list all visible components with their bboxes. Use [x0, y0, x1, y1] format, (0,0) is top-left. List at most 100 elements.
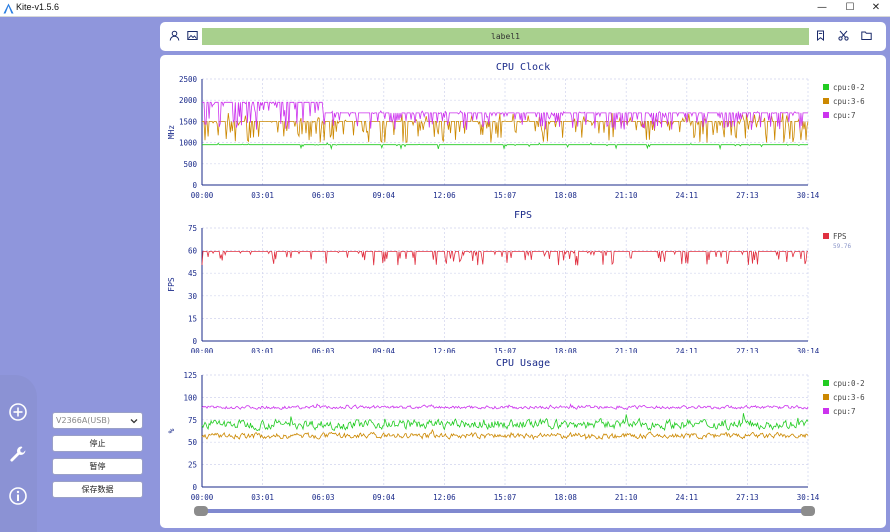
legend-swatch: [823, 380, 829, 386]
x-tick-label: 12:06: [433, 493, 456, 502]
y-axis-label: MHz: [167, 125, 176, 140]
x-tick-label: 09:04: [373, 493, 396, 502]
legend-label: cpu:0-2: [833, 83, 865, 92]
y-tick-label: 2000: [179, 96, 198, 105]
user-icon[interactable]: [169, 30, 180, 41]
series-line-cpu-0-2: [201, 413, 809, 432]
close-button[interactable]: ✕: [871, 2, 881, 13]
toolbar: label1: [160, 22, 886, 51]
y-tick-label: 0: [192, 483, 197, 492]
y-tick-label: 500: [183, 160, 197, 169]
legend-label: cpu:3-6: [833, 97, 865, 106]
x-tick-label: 12:06: [433, 191, 456, 200]
legend-label: cpu:3-6: [833, 393, 865, 402]
y-tick-label: 60: [188, 247, 198, 256]
add-circle-icon[interactable]: [8, 402, 28, 422]
x-tick-label: 27:13: [736, 191, 759, 200]
wrench-icon[interactable]: [8, 444, 28, 464]
y-tick-label: 1000: [179, 139, 198, 148]
x-tick-label: 21:10: [615, 347, 638, 353]
x-tick-label: 15:07: [494, 191, 517, 200]
minimize-button[interactable]: —: [817, 2, 827, 13]
y-tick-label: 0: [192, 337, 197, 346]
x-tick-label: 00:00: [191, 493, 214, 502]
x-tick-label: 09:04: [373, 347, 396, 353]
y-tick-label: 0: [192, 181, 197, 190]
x-tick-label: 03:01: [251, 347, 274, 353]
label-field: label1: [202, 28, 809, 45]
x-tick-label: 06:03: [312, 493, 335, 502]
legend-swatch: [823, 112, 829, 118]
pause-button[interactable]: 暂停: [52, 458, 143, 475]
cpu-clock-chart: CPU Clock 0 500 1000 1500 2000 2500 00:00 03:01…: [160, 55, 886, 205]
fps-plot: 0 15 30 45 60 75 00:00 03:01 06:03 09:04 12:06 15:0…: [167, 224, 851, 353]
legend-label: cpu:7: [833, 111, 856, 120]
x-tick-label: 30:14: [797, 191, 820, 200]
x-tick-label: 27:13: [736, 347, 759, 353]
x-tick-label: 21:10: [615, 493, 638, 502]
y-tick-label: 75: [188, 224, 197, 233]
title-bar: Kite-v1.5.6 — ☐ ✕: [0, 0, 890, 17]
stop-button[interactable]: 停止: [52, 435, 143, 452]
image-icon[interactable]: [187, 30, 198, 41]
cpu-usage-plot: 0 25 50 75 100 125 00:00 03:01 06:03 09:04 12:06 15…: [167, 371, 865, 502]
legend-swatch: [823, 98, 829, 104]
folder-icon[interactable]: [861, 30, 872, 41]
legend-label: cpu:7: [833, 407, 856, 416]
series-line-FPS: [201, 249, 808, 266]
y-tick-label: 2500: [179, 75, 198, 84]
legend-label: cpu:0-2: [833, 379, 865, 388]
x-tick-label: 21:10: [615, 191, 638, 200]
legend-swatch: [823, 394, 829, 400]
chart-title: CPU Usage: [495, 358, 551, 369]
bookmark-icon[interactable]: [815, 30, 826, 41]
x-tick-label: 30:14: [797, 493, 820, 502]
y-tick-label: 100: [183, 393, 197, 402]
x-tick-label: 24:11: [676, 347, 699, 353]
app-logo-icon: [3, 3, 14, 14]
info-icon[interactable]: [8, 486, 28, 506]
x-tick-label: 03:01: [251, 191, 274, 200]
device-select-value: V2366A(USB): [56, 416, 110, 425]
sidebar: [0, 375, 37, 532]
x-tick-label: 06:03: [312, 347, 335, 353]
x-tick-label: 27:13: [736, 493, 759, 502]
y-axis-label: FPS: [167, 277, 176, 292]
timeline-start-handle[interactable]: [194, 506, 208, 516]
legend-value: 59.76: [833, 243, 851, 250]
legend-swatch: [823, 408, 829, 414]
window-title: Kite-v1.5.6: [16, 2, 60, 12]
maximize-button[interactable]: ☐: [845, 2, 855, 13]
x-tick-label: 15:07: [494, 347, 517, 353]
x-tick-label: 06:03: [312, 191, 335, 200]
series-line-cpu-7: [201, 403, 809, 411]
x-tick-label: 03:01: [251, 493, 274, 502]
y-tick-label: 25: [188, 461, 197, 470]
scissors-icon[interactable]: [838, 30, 849, 41]
x-tick-label: 12:06: [433, 347, 456, 353]
series-line-cpu-3-6: [201, 428, 809, 441]
x-tick-label: 30:14: [797, 347, 820, 353]
legend-label: FPS: [833, 232, 847, 241]
x-tick-label: 18:08: [554, 347, 577, 353]
y-tick-label: 45: [188, 269, 197, 278]
chart-title: FPS: [513, 210, 533, 221]
cpu-usage-chart: CPU Usage 0 25 50 75 100 125 00:00 03:01 06:03 09…: [160, 353, 886, 503]
chevron-down-icon: [130, 419, 138, 424]
timeline-end-handle[interactable]: [801, 506, 815, 516]
charts-panel: CPU Clock 0 500 1000 1500 2000 2500 00:00 03:01…: [160, 55, 886, 528]
legend-swatch: [823, 233, 829, 239]
x-tick-label: 00:00: [191, 191, 214, 200]
series-line-cpu-7: [202, 100, 808, 130]
fps-chart: FPS 0 15 30 45 60 75 00:00 03:01 06:03 09:04 12:06…: [160, 205, 886, 353]
x-tick-label: 24:11: [676, 191, 699, 200]
device-select[interactable]: V2366A(USB): [52, 412, 143, 429]
timeline-slider[interactable]: [198, 509, 815, 513]
y-tick-label: 75: [188, 416, 197, 425]
save-data-button[interactable]: 保存数据: [52, 481, 143, 498]
y-tick-label: 30: [188, 292, 198, 301]
y-tick-label: 50: [188, 438, 198, 447]
series-line-cpu-0-2: [201, 142, 808, 151]
x-tick-label: 15:07: [494, 493, 517, 502]
chart-title: CPU Clock: [495, 62, 551, 73]
